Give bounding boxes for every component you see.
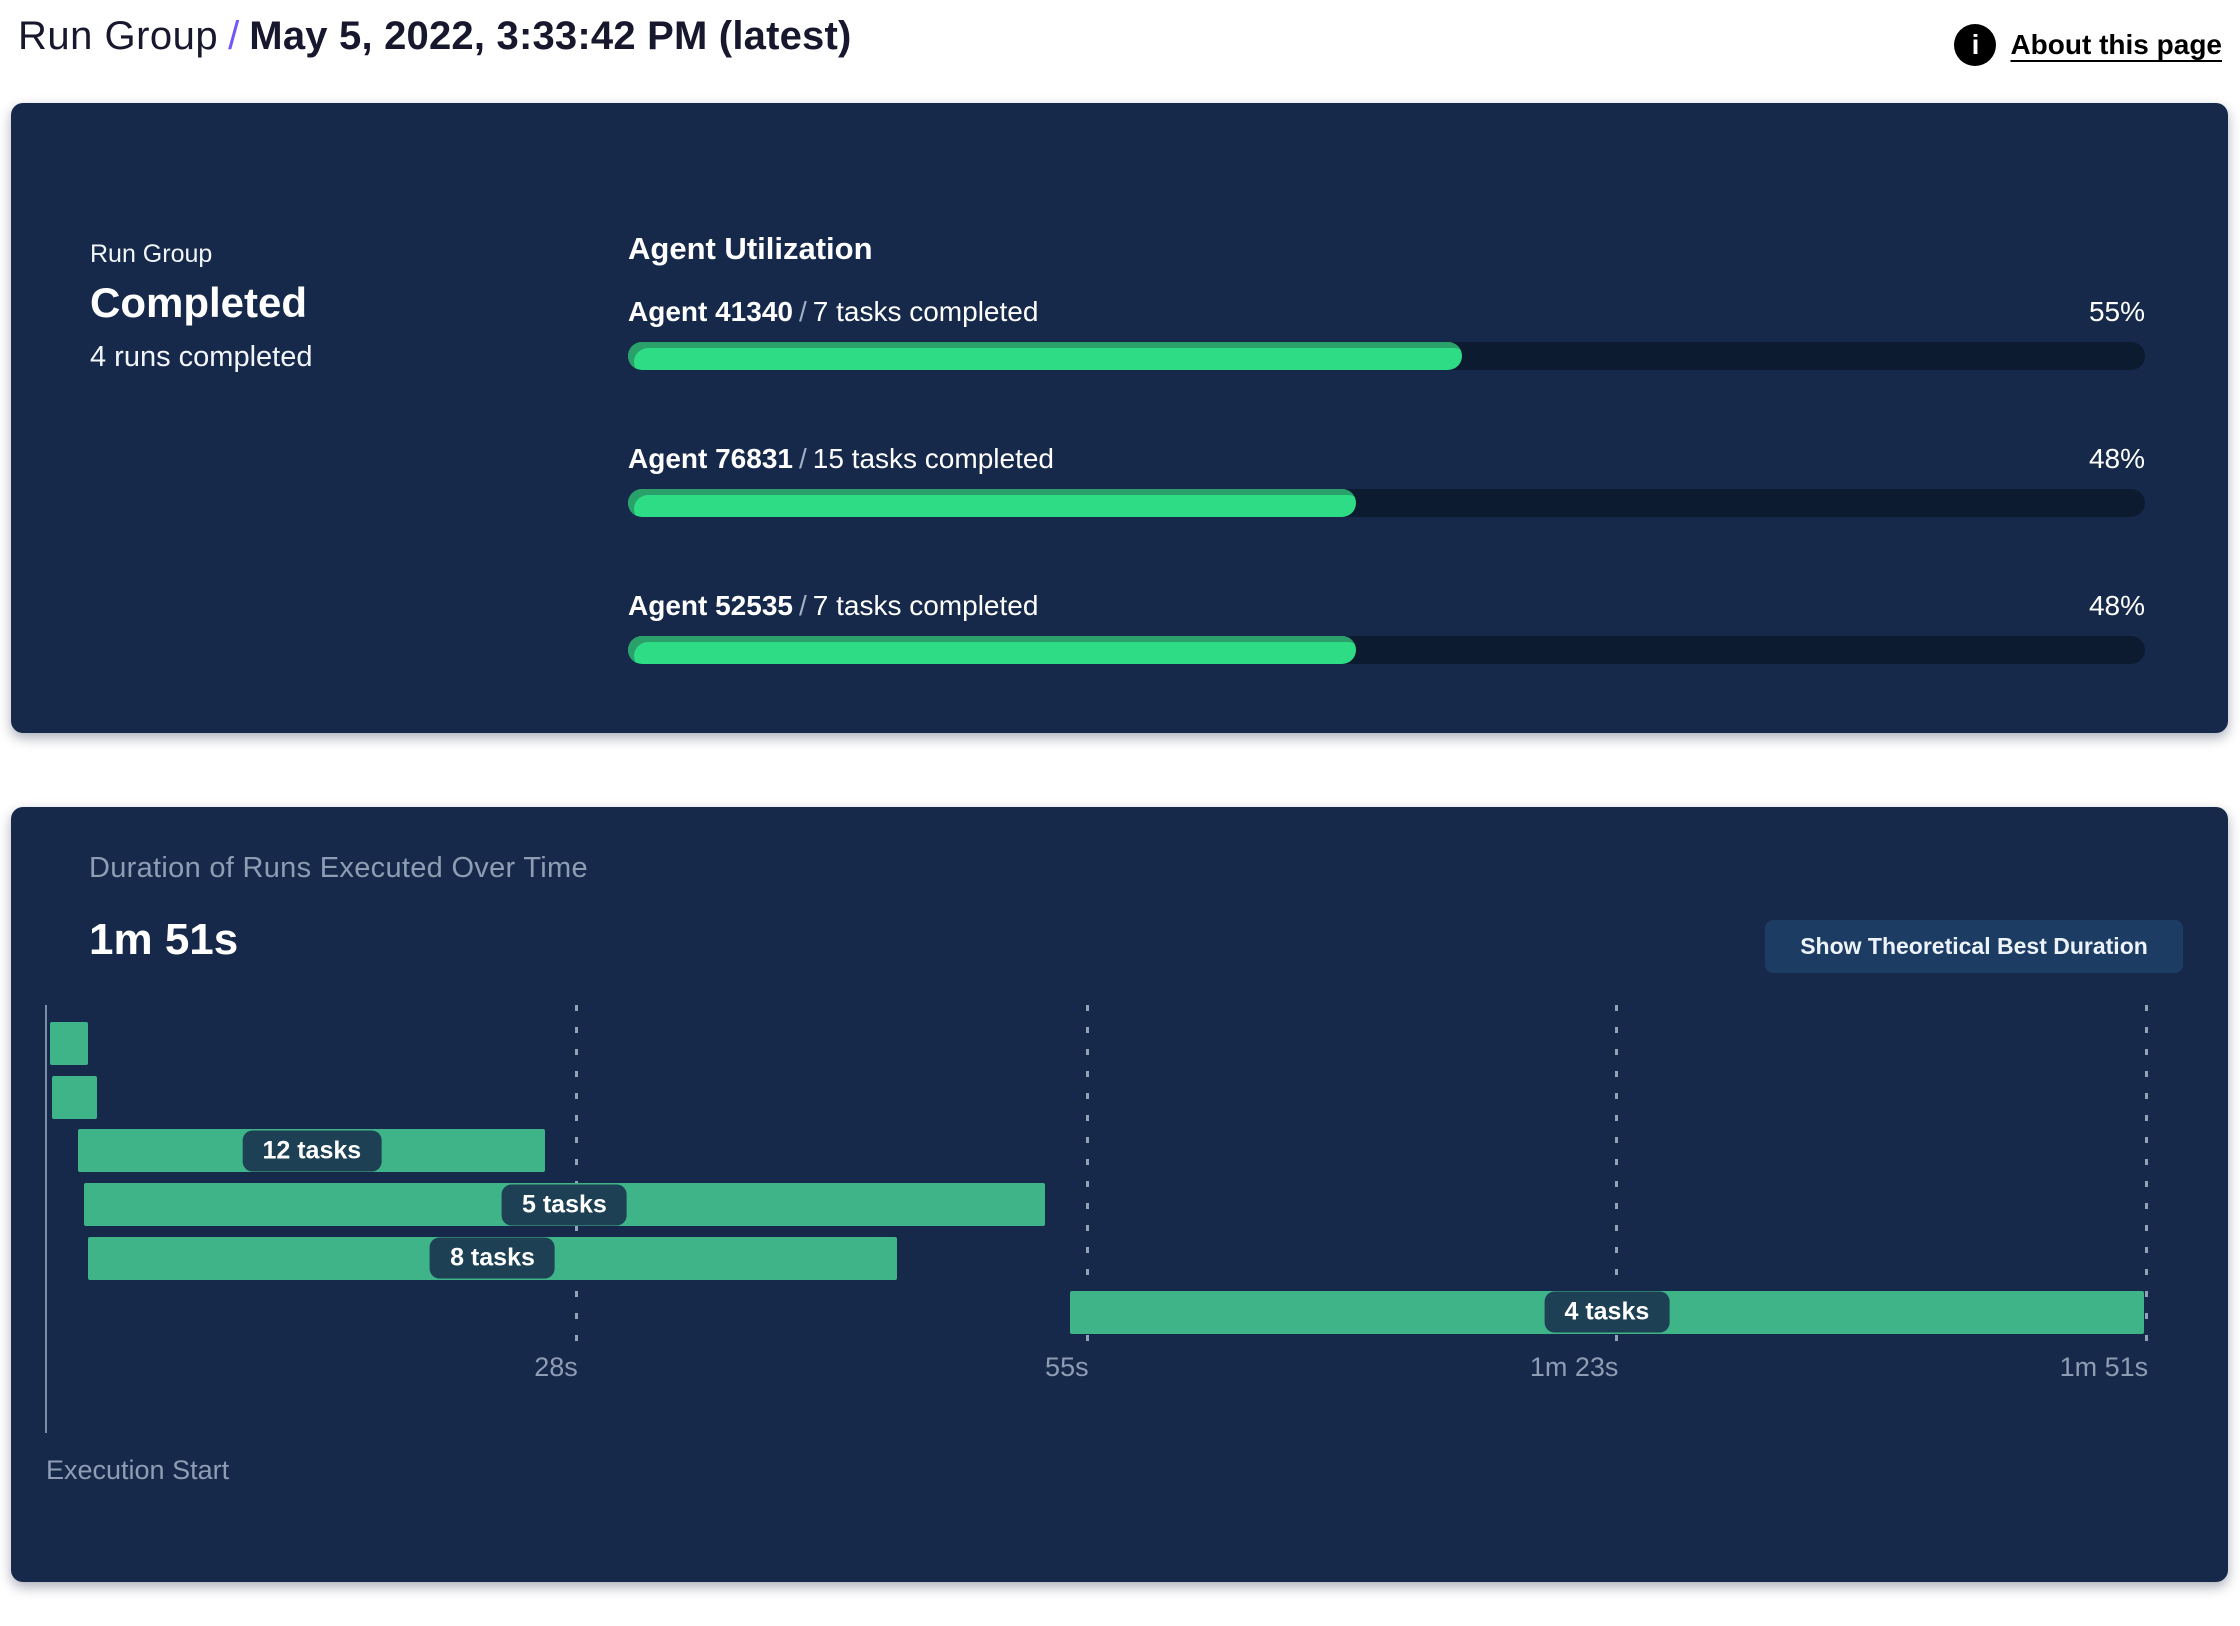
run-bar[interactable] [51, 1075, 98, 1119]
execution-start-axis-line [45, 1005, 47, 1433]
agent-label: Agent 76831/15 tasks completed [628, 443, 1054, 475]
utilization-percent: 55% [2088, 296, 2145, 327]
run-bar[interactable]: 8 tasks [87, 1236, 898, 1280]
agent-label: Agent 52535/7 tasks completed [628, 590, 1038, 622]
utilization-progress-track [628, 489, 2145, 517]
agent-name: Agent 41340 [628, 296, 793, 327]
utilization-progress-track [628, 342, 2145, 370]
gridline [574, 1005, 578, 1345]
agent-tasks-completed: 7 tasks completed [812, 590, 1039, 621]
task-count-pill: 12 tasks [242, 1130, 382, 1172]
gantt-area: Execution Start 28s 55s 1m 23s 1m 51s 12 tas… [45, 1005, 2156, 1505]
duration-chart-title: Duration of Runs Executed Over Time [89, 852, 588, 884]
gridline [1085, 1005, 1089, 1345]
runs-completed-summary: 4 runs completed [90, 341, 313, 373]
breadcrumb-run-group[interactable]: Run Group [18, 14, 219, 58]
axis-tick-label: 1m 51s [2059, 1352, 2149, 1382]
breadcrumb: Run Group / May 5, 2022, 3:33:42 PM (lates… [18, 10, 852, 62]
task-count-pill: 4 tasks [1544, 1291, 1670, 1333]
gridline [1615, 1005, 1619, 1345]
about-this-page: i About this page [1954, 24, 2222, 66]
agent-utilization-title: Agent Utilization [628, 231, 873, 266]
agent-label: Agent 41340/7 tasks completed [628, 296, 1038, 328]
agent-label-separator: / [798, 443, 807, 474]
status-card-label: Run Group [90, 240, 213, 268]
breadcrumb-separator: / [228, 14, 240, 58]
agent-tasks-completed: 15 tasks completed [812, 443, 1054, 474]
axis-tick-label: 28s [534, 1352, 578, 1382]
agent-label-separator: / [798, 296, 807, 327]
axis-tick-label: 1m 23s [1529, 1352, 1619, 1382]
total-duration-value: 1m 51s [89, 915, 239, 964]
utilization-progress-fill [628, 489, 1357, 517]
agent-name: Agent 76831 [628, 443, 793, 474]
gridline [2145, 1005, 2149, 1345]
utilization-progress-fill [628, 636, 1357, 664]
page-title: May 5, 2022, 3:33:42 PM (latest) [249, 14, 852, 58]
run-group-panel: Run Group Completed 4 runs completed Age… [11, 103, 2228, 733]
run-bar[interactable]: 5 tasks [83, 1183, 1045, 1227]
status-value: Completed [90, 279, 308, 326]
task-count-pill: 8 tasks [430, 1237, 555, 1279]
info-icon[interactable]: i [1954, 24, 1997, 66]
run-bar[interactable]: 4 tasks [1069, 1290, 2145, 1334]
utilization-percent: 48% [2088, 590, 2145, 621]
execution-start-label: Execution Start [46, 1455, 230, 1485]
utilization-progress-track [628, 636, 2145, 664]
about-this-page-link[interactable]: About this page [2010, 29, 2222, 60]
agent-label-separator: / [798, 590, 807, 621]
axis-tick-label: 55s [1045, 1352, 1089, 1382]
run-bar[interactable] [49, 1022, 88, 1065]
duration-panel: Duration of Runs Executed Over Time 1m 5… [11, 807, 2228, 1582]
run-bar[interactable]: 12 tasks [78, 1129, 546, 1173]
utilization-percent: 48% [2088, 443, 2145, 474]
task-count-pill: 5 tasks [501, 1184, 627, 1226]
utilization-progress-fill [628, 342, 1463, 370]
agent-tasks-completed: 7 tasks completed [812, 296, 1039, 327]
agent-name: Agent 52535 [628, 590, 793, 621]
page-header: Run Group / May 5, 2022, 3:33:42 PM (lates… [18, 10, 2222, 66]
show-theoretical-best-duration-button[interactable]: Show Theoretical Best Duration [1765, 920, 2183, 973]
